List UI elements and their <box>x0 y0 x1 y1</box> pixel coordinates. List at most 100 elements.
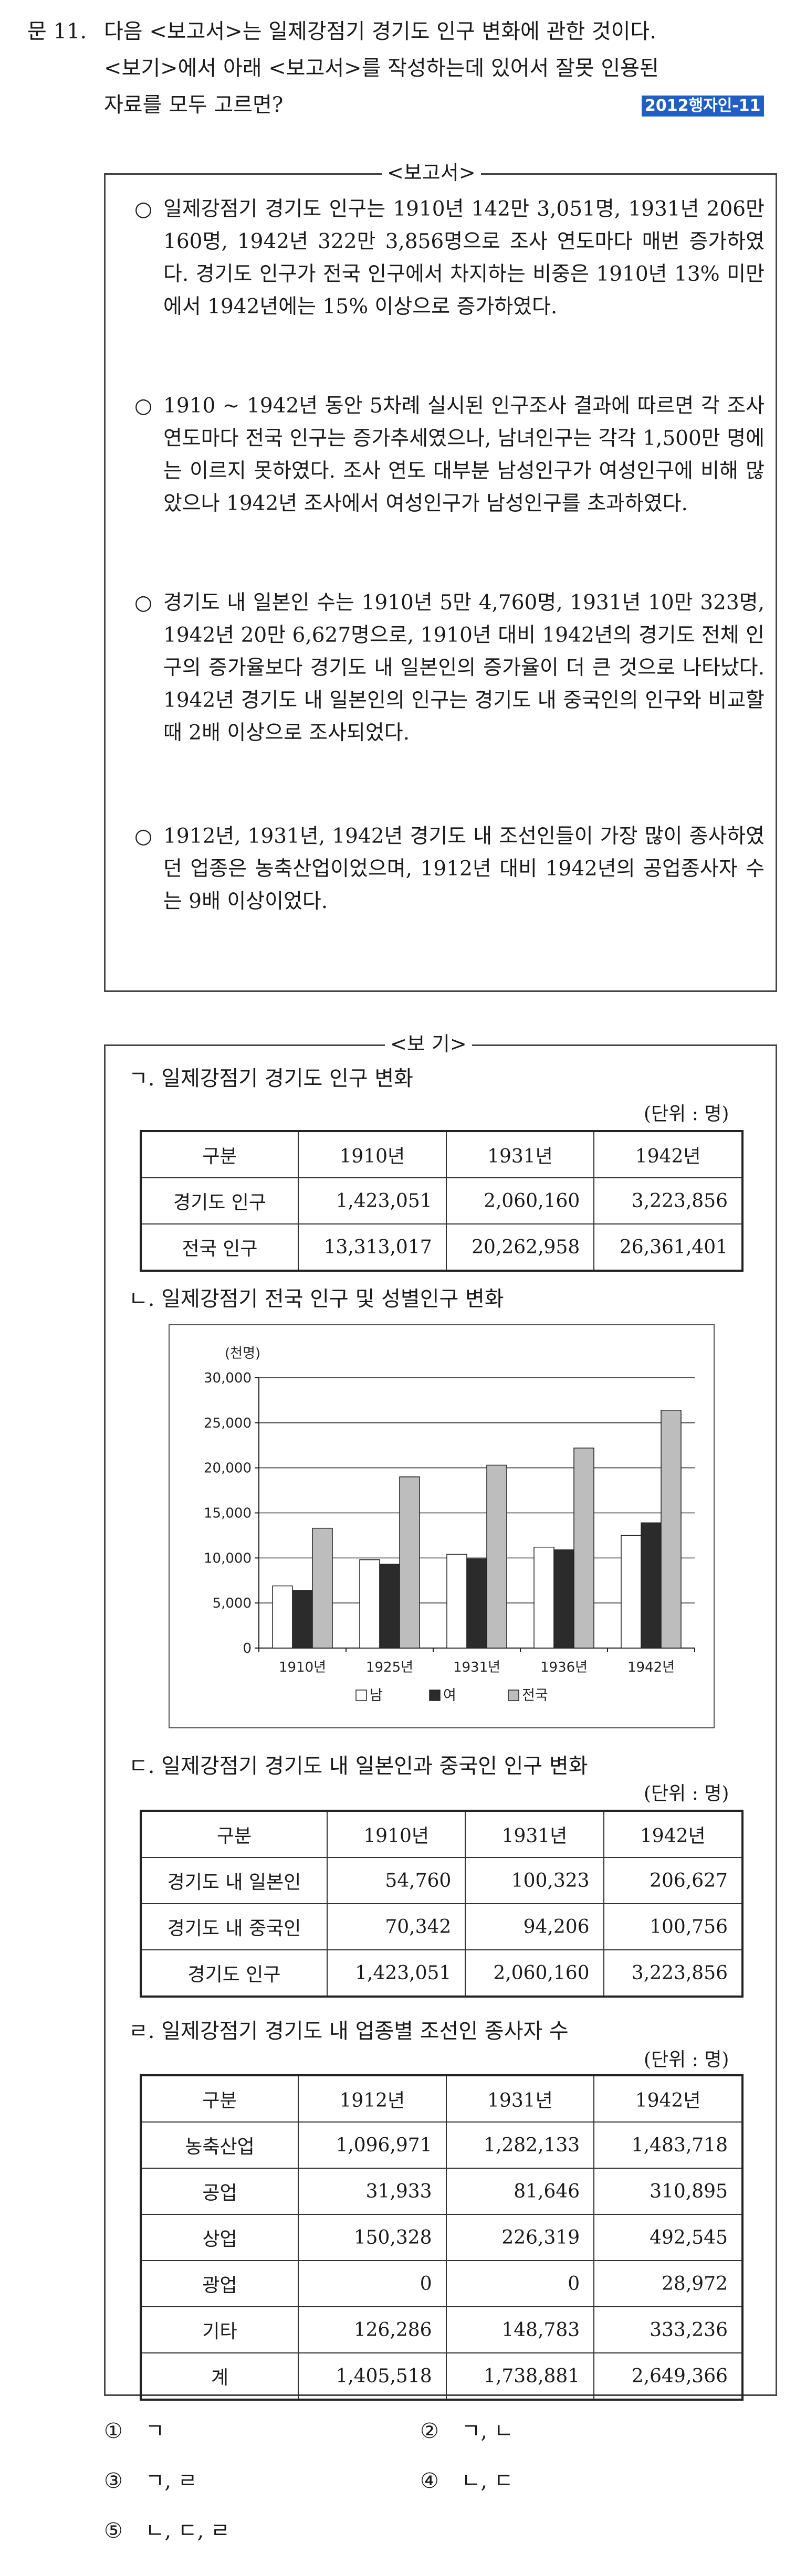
table-cell: 310,895 <box>593 2168 743 2215</box>
legend-label: 남 <box>370 1687 383 1704</box>
table-row: 경기도 내 일본인 54,760 100,323 206,627 <box>140 1857 744 1904</box>
bar-전국 <box>312 1527 333 1649</box>
table-cell: 206,627 <box>603 1857 744 1904</box>
table-cell: 333,236 <box>593 2306 743 2353</box>
legend-swatch-전국 <box>508 1690 519 1701</box>
table-cell: 1,423,051 <box>326 1949 466 1998</box>
bogi-title: <보 기> <box>385 1033 472 1054</box>
option-number: ④ <box>420 2469 439 2493</box>
bogi-box: <보 기> ㄱ. 일제강점기 경기도 인구 변화 (단위 : 명) 구분 191… <box>104 1033 777 2396</box>
bullet-icon: ○ <box>134 825 153 848</box>
bar-여 <box>379 1564 400 1649</box>
x-tick-label: 1931년 <box>453 1660 500 1675</box>
table-header: 1931년 <box>445 2074 595 2123</box>
option-1[interactable]: ① ㄱ <box>104 2420 164 2443</box>
question-line-3: 자료를 모두 고르면? <box>104 93 284 117</box>
table-header: 1910년 <box>326 1810 466 1858</box>
table-cell: 226,319 <box>445 2214 595 2261</box>
legend-swatch-남 <box>355 1690 367 1701</box>
table-row: 경기도 내 중국인 70,342 94,206 100,756 <box>140 1903 744 1950</box>
table2-unit: (단위 : 명) <box>644 1783 729 1804</box>
question-number: 문 11. <box>27 19 87 44</box>
question-line-2: <보기>에서 아래 <보고서>를 작성하는데 있어서 잘못 인용된 <box>104 56 659 80</box>
table-cell: 2,060,160 <box>445 1177 595 1224</box>
bar-남 <box>446 1554 467 1649</box>
table3-section: ㄹ. 일제강점기 경기도 내 업종별 조선인 종사자 수 (단위 : 명) 구분… <box>104 2010 777 2401</box>
table-row: 기타 126,286 148,783 333,236 <box>140 2306 743 2353</box>
table-row: 계 1,405,518 1,738,881 2,649,366 <box>140 2352 743 2401</box>
option-5[interactable]: ⑤ ㄴ, ㄷ, ㄹ <box>104 2519 230 2542</box>
option-text: ㄱ, ㄴ <box>461 2419 514 2443</box>
option-number: ② <box>420 2419 439 2443</box>
table-row: 공업 31,933 81,646 310,895 <box>140 2168 743 2215</box>
table-cell: 70,342 <box>326 1903 466 1950</box>
table3-title: ㄹ. 일제강점기 경기도 내 업종별 조선인 종사자 수 <box>129 2019 569 2043</box>
x-tick-label: 1925년 <box>366 1660 413 1675</box>
table-header: 1931년 <box>445 1130 595 1178</box>
table-row: 광업 0 0 28,972 <box>140 2260 743 2307</box>
bullet-icon: ○ <box>134 197 153 221</box>
table-header: 1942년 <box>593 1130 743 1178</box>
table3-unit: (단위 : 명) <box>644 2049 729 2071</box>
table-header: 1910년 <box>298 1130 447 1178</box>
y-tick-label: 15,000 <box>204 1506 252 1522</box>
table-cell: 공업 <box>140 2168 299 2215</box>
table-cell: 2,649,366 <box>593 2352 743 2401</box>
table-cell: 3,223,856 <box>593 1177 743 1224</box>
legend-label: 전국 <box>522 1687 548 1704</box>
bar-여 <box>641 1522 662 1649</box>
table-cell: 100,323 <box>465 1857 604 1904</box>
population-bar-chart: (천명) 0 5,000 10,000 15,000 20,000 25,000 30,000… <box>204 1346 695 1704</box>
source-tag: 2012행자인-11 <box>642 96 764 117</box>
table1-unit: (단위 : 명) <box>644 1103 729 1125</box>
bar-전국 <box>486 1464 507 1649</box>
x-tick-label: 1936년 <box>540 1660 588 1675</box>
table-header: 1912년 <box>298 2074 447 2123</box>
table2: 구분 1910년 1931년 1942년 경기도 내 일본인 54,760 10… <box>140 1810 744 1998</box>
y-tick-label: 5,000 <box>213 1596 252 1611</box>
bar-여 <box>292 1590 313 1649</box>
table-header: 구분 <box>140 1810 328 1858</box>
table-header: 1931년 <box>465 1810 604 1858</box>
bar-남 <box>272 1585 293 1649</box>
option-text: ㄴ, ㄷ <box>461 2469 514 2493</box>
table-cell: 1,483,718 <box>593 2121 743 2169</box>
bar-여 <box>553 1549 574 1649</box>
table-cell: 1,096,971 <box>298 2121 447 2169</box>
table-cell: 1,282,133 <box>445 2121 595 2169</box>
table-row: 전국 인구 13,313,017 20,262,958 26,361,401 <box>140 1223 743 1272</box>
report-item: ○ 경기도 내 일본인 수는 1910년 5만 4,760명, 1931년 10… <box>134 587 765 749</box>
bullet-icon: ○ <box>134 591 153 615</box>
y-tick-label: 20,000 <box>204 1461 252 1476</box>
table-cell: 100,756 <box>603 1903 744 1950</box>
option-text: ㄴ, ㄷ, ㄹ <box>145 2519 230 2543</box>
table-cell: 상업 <box>140 2214 299 2261</box>
bar-남 <box>621 1535 642 1649</box>
bar-남 <box>359 1559 380 1649</box>
option-4[interactable]: ④ ㄴ, ㄷ <box>420 2469 514 2493</box>
bar-남 <box>533 1546 554 1649</box>
table-cell: 94,206 <box>465 1903 604 1950</box>
y-tick-label: 25,000 <box>204 1416 252 1431</box>
report-box: <보고서> ○ 일제강점기 경기도 인구는 1910년 142만 3,051명,… <box>104 162 777 992</box>
option-2[interactable]: ② ㄱ, ㄴ <box>420 2420 514 2443</box>
table-header-row: 구분 1910년 1931년 1942년 <box>140 1130 743 1178</box>
option-number: ⑤ <box>104 2519 123 2543</box>
table-cell: 150,328 <box>298 2214 447 2261</box>
question-line-1: 다음 <보고서>는 일제강점기 경기도 인구 변화에 관한 것이다. <box>104 19 656 44</box>
table-cell: 경기도 내 중국인 <box>140 1903 328 1950</box>
table-cell: 1,405,518 <box>298 2352 447 2401</box>
bar-여 <box>466 1558 487 1649</box>
bar-전국 <box>399 1476 420 1649</box>
option-3[interactable]: ③ ㄱ, ㄹ <box>104 2469 197 2493</box>
table-row: 경기도 인구 1,423,051 2,060,160 3,223,856 <box>140 1177 743 1224</box>
table-header: 구분 <box>140 1130 299 1178</box>
report-item-text: 일제강점기 경기도 인구는 1910년 142만 3,051명, 1931년 2… <box>163 197 765 319</box>
table-row: 경기도 인구 1,423,051 2,060,160 3,223,856 <box>140 1949 744 1998</box>
table-header: 1942년 <box>593 2074 743 2123</box>
table-cell: 1,423,051 <box>298 1177 447 1224</box>
y-tick-label: 0 <box>243 1641 252 1656</box>
report-item-text: 1910 ~ 1942년 동안 5차례 실시된 인구조사 결과에 따르면 각 조… <box>163 394 765 515</box>
table-cell: 1,738,881 <box>445 2352 595 2401</box>
bar-전국 <box>573 1448 594 1649</box>
